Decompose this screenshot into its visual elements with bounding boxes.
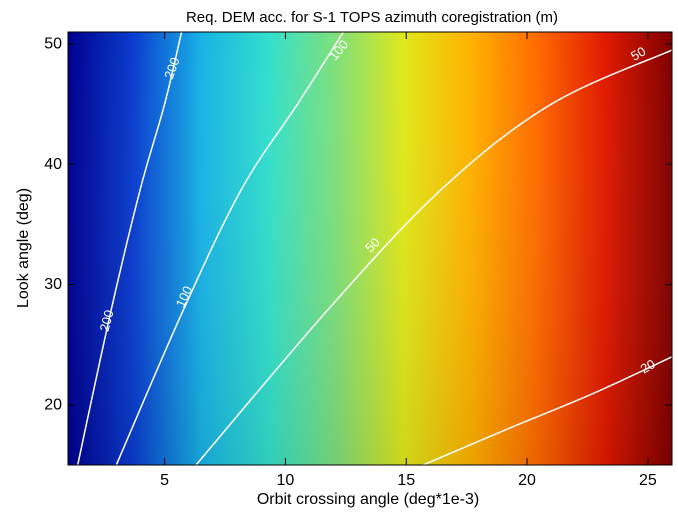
x-tick-label: 15 (397, 472, 415, 489)
y-tick-label: 30 (44, 276, 62, 293)
contour-label-200: 200 (97, 308, 117, 333)
contour-lines (76, 32, 672, 465)
contour-line-100 (115, 32, 345, 465)
x-axis: 5 10 15 20 25 (160, 32, 657, 489)
x-axis-label: Orbit crossing angle (deg*1e-3) (257, 491, 479, 508)
x-tick-label: 10 (277, 472, 295, 489)
contour-line-200 (76, 32, 183, 465)
plot-frame (67, 31, 673, 466)
contour-line-20 (422, 356, 672, 465)
y-axis: 20 30 40 50 (44, 36, 672, 413)
x-tick-label: 20 (518, 472, 536, 489)
contour-label-200: 200 (161, 55, 183, 81)
y-axis-label: Look angle (deg) (15, 188, 32, 308)
contour-label-50: 50 (628, 44, 648, 64)
x-tick-label: 25 (639, 472, 657, 489)
y-tick-label: 40 (44, 156, 62, 173)
y-tick-label: 50 (44, 36, 62, 53)
heatmap-shade (68, 32, 672, 465)
contour-label-20: 20 (638, 356, 658, 376)
x-tick-label: 5 (160, 472, 169, 489)
contour-line-50 (195, 49, 672, 465)
y-tick-label: 20 (44, 396, 62, 413)
chart-title: Req. DEM acc. for S-1 TOPS azimuth coreg… (186, 9, 558, 26)
